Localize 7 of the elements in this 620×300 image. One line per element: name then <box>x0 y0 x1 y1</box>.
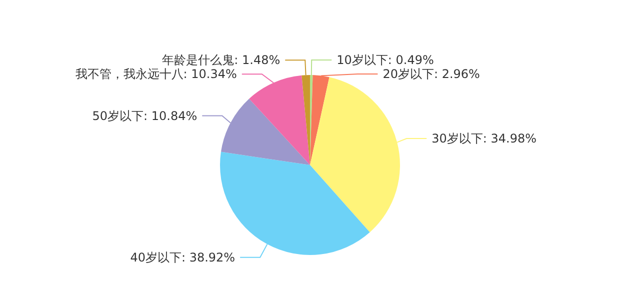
slice-label: 40岁以下: 38.92% <box>130 250 236 264</box>
slice-label: 30岁以下: 34.98% <box>432 131 536 146</box>
slice-label: 20岁以下: 2.96% <box>382 67 480 82</box>
slice-label: 年龄是什么鬼: 1.48% <box>162 53 280 68</box>
slice-label: 50岁以下: 10.84% <box>92 108 198 123</box>
slice-label: 10岁以下: 0.49% <box>336 53 434 68</box>
slice-label: 我不管，我永远十八: 10.34% <box>75 67 237 82</box>
